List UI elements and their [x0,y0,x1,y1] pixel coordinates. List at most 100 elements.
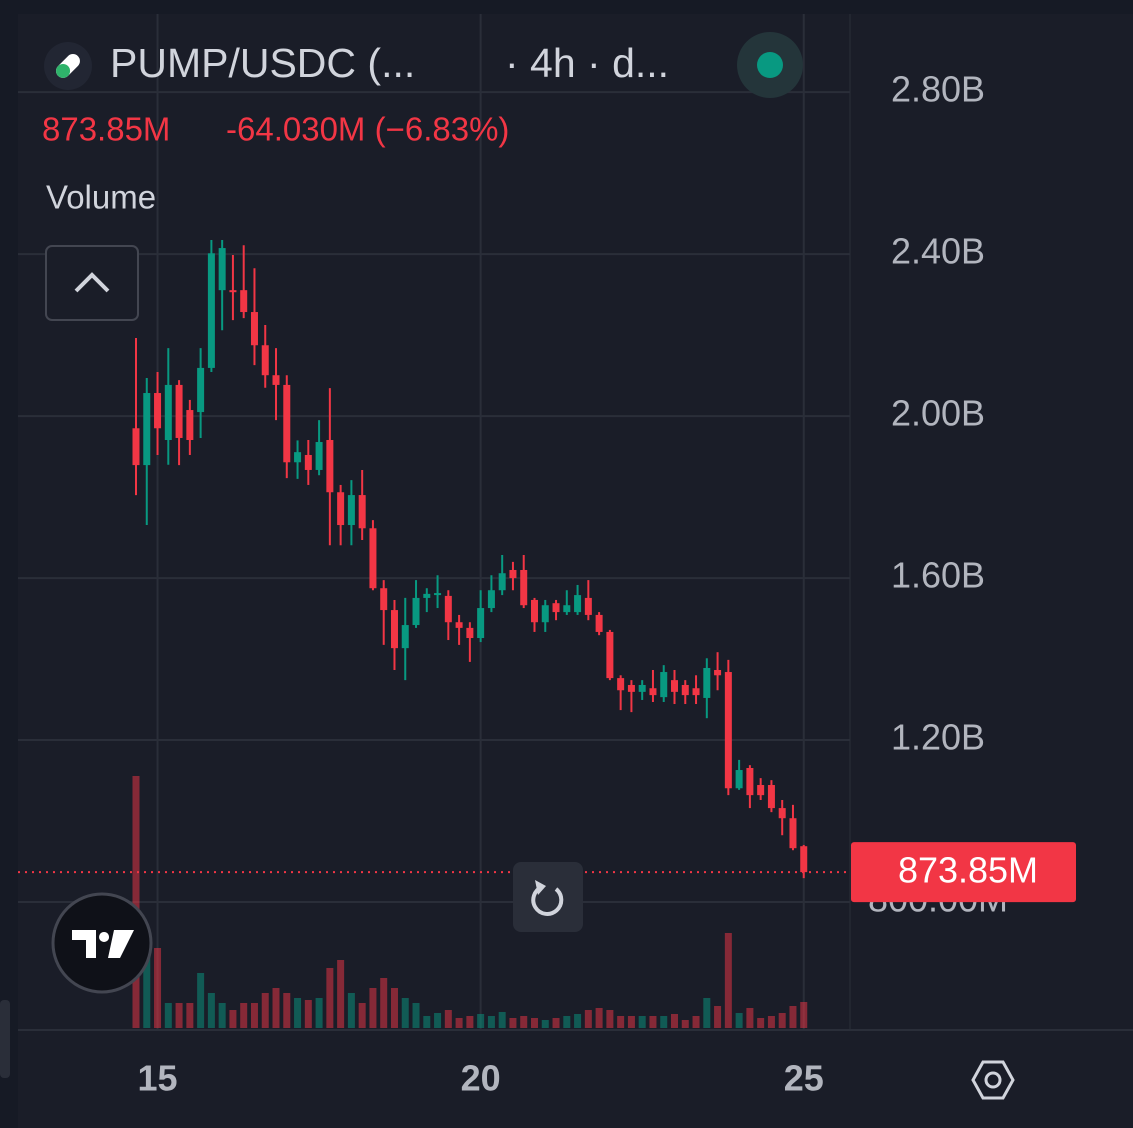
pane [18,14,1133,1128]
candle-body [423,593,431,598]
last-price: 873.85M [42,111,170,148]
status-dot [757,52,783,78]
candle-body [746,768,754,796]
candle-body [218,248,226,291]
volume-bar [412,1003,420,1028]
volume-bar [390,988,398,1028]
candle-body [186,410,194,440]
volume-bar [358,1003,366,1028]
change: -64.030M (−6.83%) [226,111,509,148]
volume-bar [627,1016,635,1028]
settings-icon-center [984,1071,1002,1089]
settings-button[interactable] [971,1060,1015,1100]
volume-bar [563,1016,571,1028]
volume-bar [778,1013,786,1028]
volume-bar [261,993,269,1028]
volume-bar [724,933,732,1028]
candle-body [498,573,506,591]
candle-body [649,688,657,696]
volume-bar [207,993,215,1028]
candle-body [304,454,312,470]
y-tick-label: 1.60B [891,555,985,596]
candle-body [584,597,592,615]
volume-bar [186,1003,194,1028]
candle-body [735,770,743,789]
volume-bar [574,1014,582,1028]
candle-body [800,846,808,873]
last-price-label: 873.85M [898,850,1038,891]
candle-body [617,678,625,691]
volume-bar [434,1013,442,1028]
volume-bar [638,1016,646,1028]
volume-bar [477,1014,485,1028]
candle-body [606,631,614,679]
candle-body [250,312,258,346]
y-tick-label: 1.20B [891,717,985,758]
volume-bar [703,998,711,1028]
tv-logo[interactable] [51,892,153,994]
y-tick-label: 2.40B [891,231,985,272]
volume-bar [541,1020,549,1028]
volume-bar [649,1016,657,1028]
legend: PUMP/USDC (... · 4h · d... 873.85M -64.0… [42,32,803,321]
candle-body [283,384,291,463]
candle-body [207,253,215,368]
candle-body [294,452,302,463]
candle-body [541,605,549,623]
side-handle[interactable] [0,1000,10,1078]
collapse-button[interactable] [45,245,139,321]
volume-bar [767,1016,775,1028]
candle-body [778,808,786,819]
volume-bar [466,1016,474,1028]
candle-body [175,384,183,438]
symbol[interactable]: PUMP/USDC (... [110,40,415,86]
candle-body [466,627,474,639]
candle-body [671,680,678,692]
indicator-name[interactable]: Volume [46,179,156,216]
volume-bar [681,1020,689,1028]
volume-bar [692,1016,700,1028]
volume-bar [552,1018,560,1028]
x-tick-label: 25 [784,1058,824,1099]
volume-bar [304,1000,312,1028]
interval[interactable]: · 4h · d... [505,40,669,86]
volume-bar [369,988,377,1028]
volume-bar [326,968,334,1028]
volume-bar [789,1006,797,1028]
candle-body [563,605,571,613]
candle-body [261,345,269,376]
volume-bar [498,1012,506,1028]
volume-bar [455,1018,463,1028]
candle-body [369,528,377,589]
candle-body [197,367,205,413]
candle-body [154,393,162,429]
candle-body [724,672,732,789]
volume-bar [595,1008,603,1028]
volume-bar [337,960,345,1028]
volume-bar [401,998,409,1028]
reset-button[interactable] [513,862,583,932]
volume-bar [272,988,280,1028]
candle-body [487,590,495,609]
volume-bar [164,1003,172,1028]
volume-pane [132,776,808,1028]
tv-logo-mark [72,930,134,958]
volume-bar [347,993,355,1028]
volume-bar [250,1003,258,1028]
candle-body [595,614,603,632]
volume-bar [671,1014,678,1028]
volume-bar [660,1016,668,1028]
volume-bar [800,1002,808,1028]
candle-body [390,610,398,649]
volume-bar [757,1018,765,1028]
volume-bar [197,973,205,1028]
candle-body [315,442,323,470]
candle-body [401,625,409,649]
candle-body [272,375,280,385]
volume-bar [520,1016,528,1028]
candles [132,239,808,879]
volume-bar [617,1016,625,1028]
candle-body [520,569,528,606]
candle-body [347,495,355,526]
